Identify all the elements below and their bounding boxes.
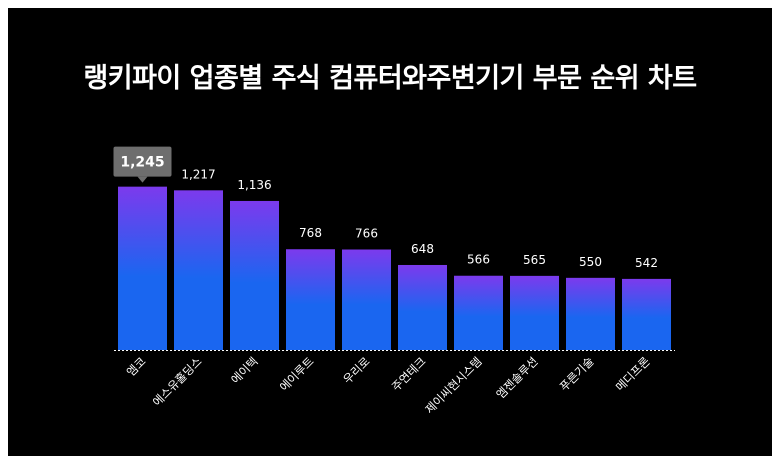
category-label-2: 에스유홀딩스 [150,354,205,409]
value-label-9: 550 [579,255,602,269]
category-label-10: 메디프론 [613,354,653,394]
tooltip-arrow [137,176,148,183]
category-label-1: 엠코 [124,354,149,379]
value-label-5: 766 [355,227,378,241]
bar-3[interactable] [230,200,279,350]
value-label-8: 565 [523,253,546,267]
category-label-6: 주연테크 [389,354,429,394]
category-label-5: 우리로 [340,354,372,386]
bar-4[interactable] [286,249,335,350]
bar-8[interactable] [510,275,559,350]
category-label-4: 에이루트 [277,354,317,394]
value-label-2: 1,217 [181,167,215,181]
bar-2[interactable] [174,190,223,350]
bar-6[interactable] [398,264,447,350]
bar-5[interactable] [342,249,391,350]
tooltip-value: 1,245 [120,155,164,171]
bar-9[interactable] [566,277,615,350]
category-label-3: 에이텍 [228,354,260,386]
bar-7[interactable] [454,275,503,350]
chart-title: 랭키파이 업종별 주식 컴퓨터와주변기기 부문 순위 차트 [83,63,697,94]
category-label-7: 제이씨현시스템 [422,354,484,416]
value-label-10: 542 [635,256,658,270]
category-label-9: 푸른기술 [557,354,597,394]
bar-10[interactable] [622,278,671,350]
category-label-8: 엠젠솔루션 [493,354,540,401]
value-label-4: 768 [299,226,322,240]
value-label-7: 566 [467,253,490,267]
chart-panel: 랭키파이 업종별 주식 컴퓨터와주변기기 부문 순위 차트 엠코 1,217 에스유… [8,8,772,456]
value-label-6: 648 [411,242,434,256]
tooltip-box [113,146,172,177]
bar-chart: 엠코 1,217 에스유홀딩스 1,136 에이텍 768 에이루트 766 우리로 648 주연테… [113,146,675,416]
value-label-3: 1,136 [237,178,271,192]
bar-1[interactable] [118,186,167,350]
